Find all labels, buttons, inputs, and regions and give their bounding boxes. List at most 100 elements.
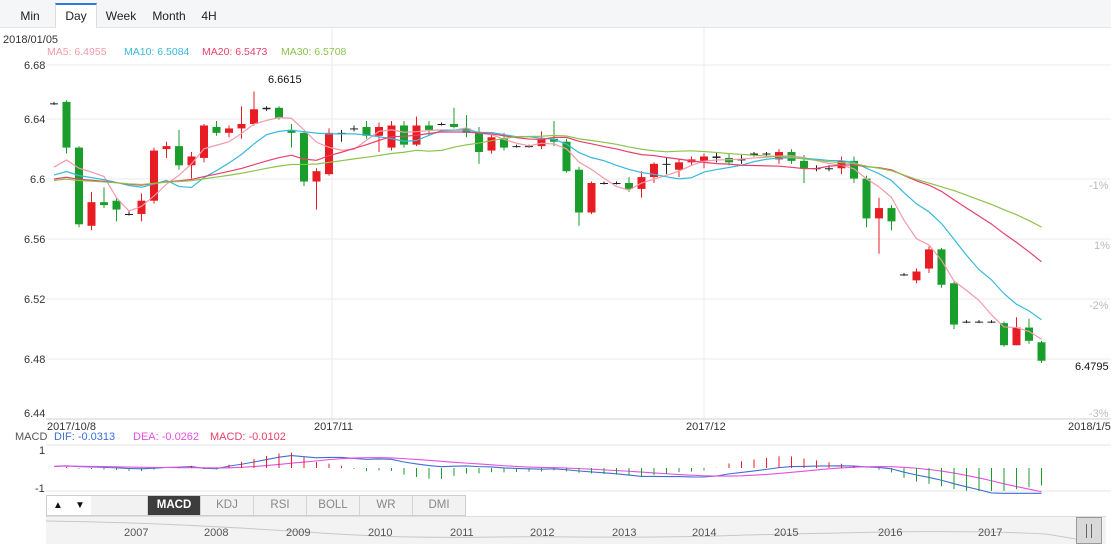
timeline-year: 2009	[286, 527, 311, 539]
y-tick: 6.68	[24, 60, 46, 72]
candle-body	[187, 156, 196, 166]
tab-week[interactable]: Week	[105, 9, 137, 23]
y-tick: 6.52	[24, 294, 46, 306]
timeline-sparkline	[46, 520, 1076, 540]
indicator-tab-dmi[interactable]: DMI	[412, 496, 465, 515]
timeline-year: 2011	[450, 527, 474, 539]
tab-4h[interactable]: 4H	[201, 9, 217, 23]
candle-body	[650, 163, 658, 178]
candle-body	[262, 107, 271, 110]
candle-body	[162, 146, 171, 150]
candle-body	[112, 200, 121, 210]
indicator-tab-rsi[interactable]: RSI	[253, 496, 306, 515]
candle-body	[237, 124, 246, 129]
candle-body	[62, 101, 71, 148]
candle-body	[987, 321, 996, 323]
indicator-tab-boll[interactable]: BOLL	[306, 496, 359, 515]
candle-body	[712, 156, 721, 158]
candle-body	[625, 183, 633, 189]
indicator-tab-kdj[interactable]: KDJ	[200, 496, 253, 515]
timeline-year: 2014	[692, 527, 717, 539]
ma20-value: MA20: 6.5473	[202, 46, 268, 58]
timeline-year: 2017	[978, 527, 1003, 539]
candle-body	[100, 202, 108, 206]
candle-body	[287, 129, 296, 133]
period-tabs: Min Day Week Month 4H	[0, 0, 1111, 29]
high-annotation: 6.6615	[268, 74, 302, 86]
indicator-bar: ▲ ▼ MACD KDJ RSI BOLL WR DMI	[46, 495, 466, 516]
macd-label: MACD	[15, 431, 48, 443]
candle-body	[700, 156, 708, 161]
candle-body	[575, 169, 583, 213]
candle-body	[850, 160, 858, 179]
candle-body	[862, 178, 871, 219]
x-tick: 2017/11	[314, 421, 353, 433]
x-tick: 2017/10/8	[47, 421, 96, 433]
pct-tick: -1%	[1089, 180, 1109, 192]
indicator-tab-wr[interactable]: WR	[359, 496, 412, 515]
candle-body	[350, 128, 358, 130]
dif-line	[53, 454, 1042, 494]
candle-body	[675, 162, 683, 170]
candle-body	[225, 128, 233, 133]
indicator-tab-macd[interactable]: MACD	[147, 496, 200, 515]
candle-body	[125, 213, 133, 215]
timeline-year: 2007	[124, 527, 149, 539]
tab-day[interactable]: Day	[55, 3, 97, 29]
candle-body	[212, 126, 221, 133]
candle-body	[525, 146, 533, 148]
timeline-year: 2013	[612, 527, 637, 539]
pct-tick: -2%	[1089, 300, 1109, 312]
dea-line	[53, 457, 1042, 493]
x-tick: 2017/12	[686, 421, 726, 433]
timeline-navigator[interactable]: 2007 2008 2009 2010 2011 2012 2013 2014 …	[46, 516, 1106, 544]
candle-body	[562, 141, 571, 172]
last-price-annotation: 6.4795	[1075, 361, 1109, 373]
tab-month[interactable]: Month	[152, 9, 186, 23]
candle-body	[750, 153, 758, 155]
candle-body	[325, 132, 333, 175]
candle-body	[450, 124, 458, 127]
candle-body	[475, 132, 483, 153]
y-tick: 6.6	[30, 174, 46, 186]
candle-body	[737, 159, 746, 161]
ma10-value: MA10: 6.5084	[124, 46, 190, 58]
x-tick: 2018/1/5	[1068, 421, 1111, 433]
tab-min[interactable]: Min	[20, 9, 40, 23]
scroll-down-button[interactable]: ▼	[69, 496, 91, 515]
macd-tick: 1	[39, 445, 46, 457]
timeline-year: 2016	[878, 527, 903, 539]
timeline-year: 2012	[530, 527, 555, 539]
y-tick: 6.56	[24, 234, 46, 246]
candle-body	[600, 183, 608, 184]
candle-body	[950, 283, 958, 325]
candle-body	[1000, 323, 1008, 346]
scroll-up-button[interactable]: ▲	[47, 496, 69, 515]
candle-body	[825, 168, 833, 170]
candle-body	[875, 208, 883, 219]
candle-body	[1025, 327, 1033, 341]
candle-body	[137, 200, 146, 214]
pct-tick: 1%	[1094, 240, 1110, 252]
candle-body	[300, 132, 308, 182]
y-tick: 6.48	[24, 354, 46, 366]
ma5-value: MA5: 6.4955	[47, 46, 107, 58]
candle-body	[200, 125, 208, 158]
candle-body	[362, 126, 371, 136]
ma5-line	[53, 116, 1042, 340]
candle-body	[900, 274, 908, 276]
candle-body	[975, 321, 983, 323]
y-tick: 6.64	[24, 114, 46, 126]
candle-body	[312, 171, 321, 182]
candle-body	[887, 208, 896, 222]
candle-body	[75, 147, 83, 225]
candle-body	[500, 138, 508, 148]
macd-tick: -1	[35, 483, 45, 495]
candle-body	[487, 137, 496, 151]
candle-body	[537, 138, 546, 147]
candle-body	[1037, 342, 1046, 361]
candle-body	[1012, 327, 1021, 346]
candle-body	[437, 124, 446, 125]
timeline-scroll-handle[interactable]	[1076, 517, 1102, 544]
